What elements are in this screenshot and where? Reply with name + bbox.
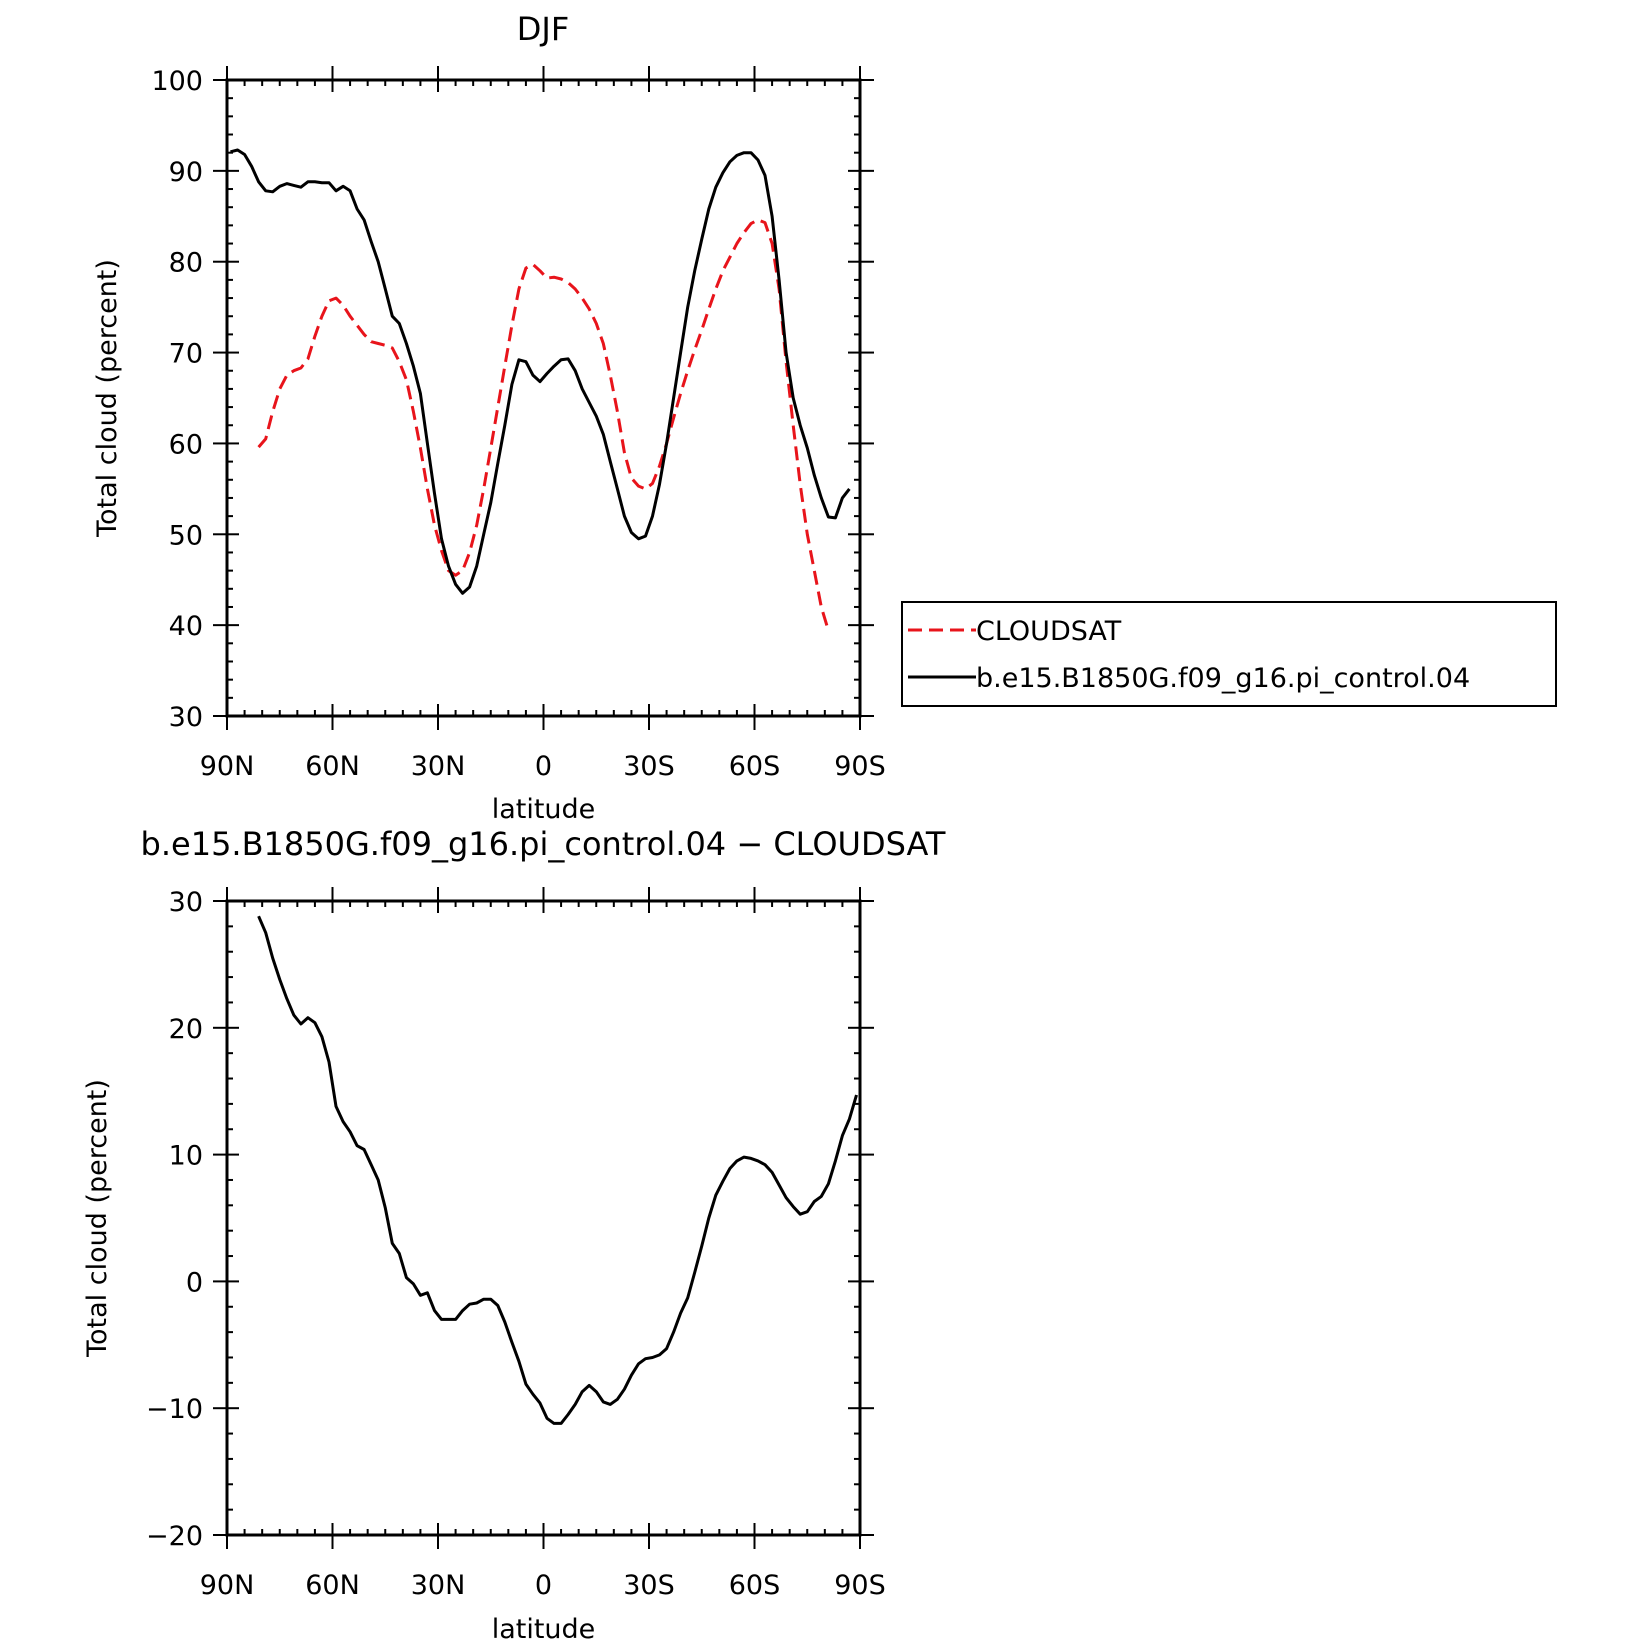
y-tick-label: 10 [169, 1141, 203, 1172]
x-axis-label: latitude [492, 1614, 596, 1641]
plot-frame [225, 899, 862, 1537]
x-tick-label: 90N [200, 1570, 255, 1601]
y-tick-label: 30 [169, 702, 203, 733]
y-tick-label: 50 [169, 520, 203, 551]
y-tick-label: 0 [186, 1267, 203, 1298]
chart-title: DJF [517, 10, 569, 48]
y-axis-label: Total cloud (percent) [92, 259, 123, 538]
x-axis-label: latitude [492, 794, 596, 825]
y-axis-label: Total cloud (percent) [82, 1079, 113, 1358]
y-tick-label: 60 [169, 429, 203, 460]
x-tick-label: 30N [411, 751, 466, 782]
y-tick-label: 20 [169, 1014, 203, 1045]
x-tick-label: 60N [305, 751, 360, 782]
x-tick-label: 90S [834, 751, 886, 782]
series-line-1 [257, 915, 858, 1425]
y-tick-label: 70 [169, 339, 203, 370]
x-tick-label: 0 [535, 1570, 552, 1601]
y-tick-label: −20 [146, 1521, 203, 1552]
x-tick-label: 60S [729, 751, 781, 782]
chart-panel-2: b.e15.B1850G.f09_g16.pi_control.04 − CLO… [82, 825, 946, 1641]
x-tick-label: 30N [411, 1570, 466, 1601]
x-tick-label: 0 [535, 751, 552, 782]
y-tick-label: 80 [169, 248, 203, 279]
y-tick-label: 90 [169, 157, 203, 188]
y-tick-label: 40 [169, 611, 203, 642]
legend-label: CLOUDSAT [976, 616, 1122, 647]
x-tick-label: 90S [834, 1570, 886, 1601]
x-tick-label: 60S [729, 1570, 781, 1601]
x-tick-label: 30S [623, 751, 675, 782]
x-tick-label: 60N [305, 1570, 360, 1601]
y-tick-label: 100 [151, 66, 203, 97]
x-tick-label: 90N [200, 751, 255, 782]
chart-panel-1: DJF 90N 60N 30N 0 30S 60S 90S 30 40 50 60 70 80 90 100 l… [92, 10, 1557, 825]
series-line-2 [230, 148, 851, 595]
chart-title: b.e15.B1850G.f09_g16.pi_control.04 − CLO… [141, 825, 946, 863]
y-tick-label: 30 [169, 887, 203, 918]
series-line-1 [257, 218, 830, 632]
y-tick-label: −10 [146, 1394, 203, 1425]
legend-box [901, 601, 1557, 707]
legend: CLOUDSAT b.e15.B1850G.f09_g16.pi_control.… [901, 601, 1557, 707]
legend-label: b.e15.B1850G.f09_g16.pi_control.04 [976, 663, 1470, 694]
x-tick-label: 30S [623, 1570, 675, 1601]
